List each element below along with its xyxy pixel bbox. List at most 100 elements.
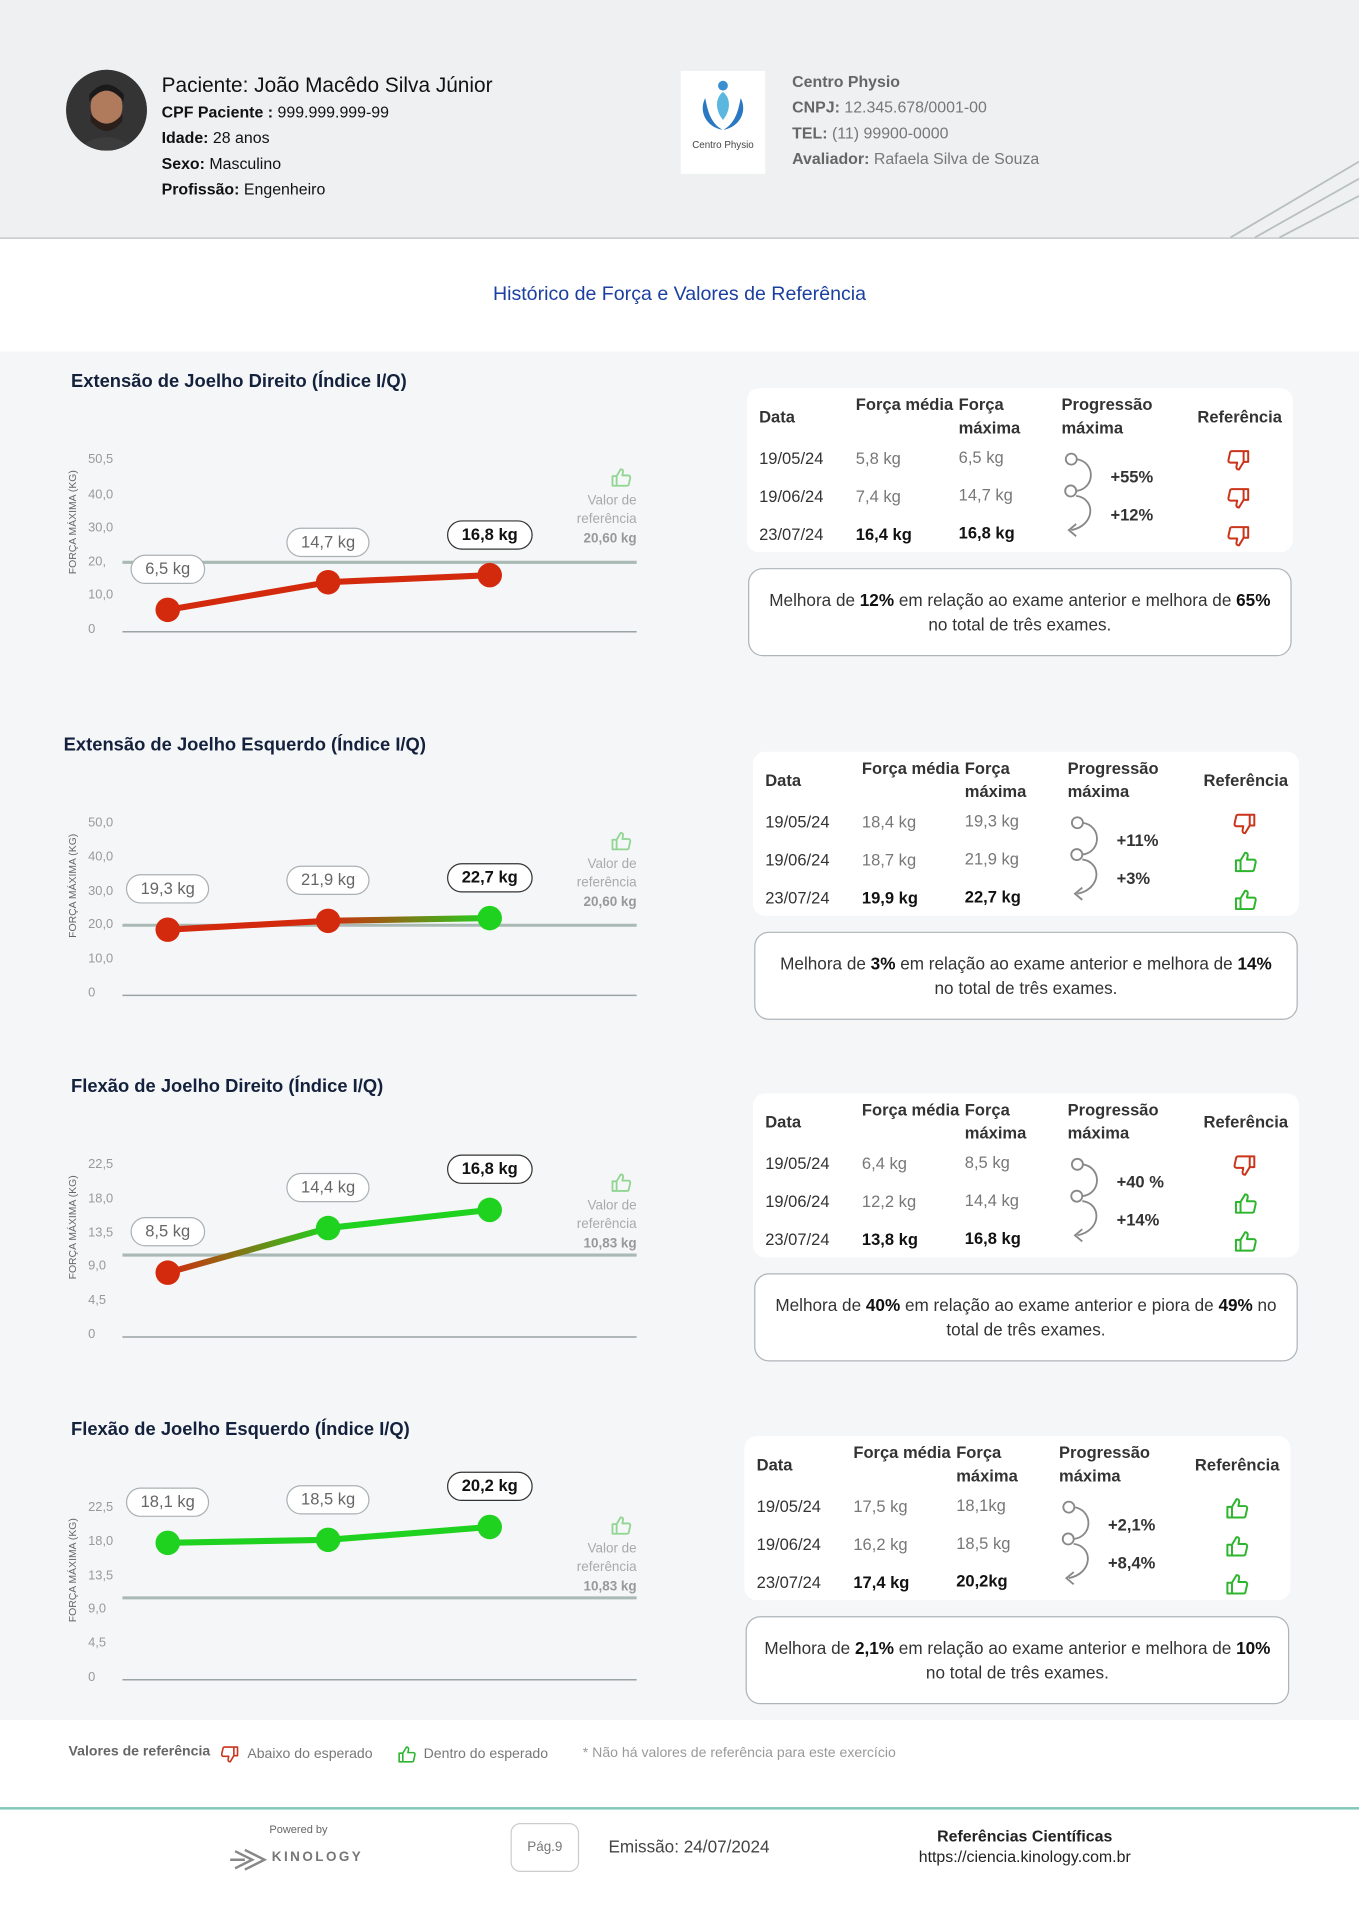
thumb-up-icon — [1234, 851, 1257, 873]
table-header: Força média — [853, 1443, 951, 1462]
arrow-path — [1064, 458, 1092, 537]
legend-item: Abaixo do esperado — [220, 1745, 373, 1765]
cell-mean: 16,2 kg — [853, 1535, 908, 1554]
tel: TEL: (11) 99900-0000 — [792, 124, 948, 142]
reference-label: Valor de referência — [576, 1541, 637, 1575]
reference-label: Valor de referência — [576, 857, 637, 891]
thumb-down-icon — [1233, 813, 1256, 835]
table-header: Força média — [861, 1100, 960, 1120]
icon-group — [611, 1516, 632, 1535]
data-point — [155, 917, 180, 942]
table-header: Força máxima — [956, 1443, 1018, 1486]
section: Extensão de Joelho Esquerdo (Índice I/Q)… — [0, 720, 1359, 1051]
icon-shape — [1227, 488, 1250, 509]
cell-date: 23/07/24 — [759, 525, 824, 544]
data-point — [477, 1514, 502, 1540]
data-label: 14,7 kg — [286, 527, 370, 557]
data-label: 16,8 kg — [447, 520, 533, 550]
arrow-path — [1070, 1163, 1098, 1243]
page-title: Histórico de Força e Valores de Referênc… — [492, 284, 867, 305]
brand: KINOLOGY — [271, 1849, 364, 1865]
y-axis-title: FORÇA MÁXIMA (KG) — [66, 1518, 79, 1623]
thumb-up-icon — [398, 1746, 416, 1763]
y-axis-title: FORÇA MÁXIMA (KG) — [66, 1175, 79, 1280]
cell-date: 19/05/24 — [765, 1154, 830, 1173]
line-segment — [164, 1224, 332, 1276]
data-table: Data Força média Força máxima Progressão má… — [752, 751, 1300, 916]
y-tick-label: 18,0 — [88, 1191, 114, 1206]
chart — [122, 560, 637, 633]
table-header: Força máxima — [958, 395, 1021, 438]
progression-value: +2,1% — [1108, 1515, 1156, 1535]
icon-group — [1226, 1498, 1249, 1519]
table-header: Referência — [1203, 1112, 1289, 1132]
progression-value: +11% — [1116, 831, 1159, 850]
cell-date: 19/05/24 — [756, 1497, 821, 1516]
icon-shape — [1233, 813, 1256, 835]
issue-date: Emissão: 24/07/2024 — [608, 1836, 770, 1857]
summary-text: Melhora de 40% em relação ao exame anter… — [773, 1293, 1280, 1342]
y-tick-label: 0 — [88, 1327, 96, 1342]
thumb-down-icon — [220, 1746, 239, 1763]
summary-part: no total de três exames. — [946, 1295, 1277, 1340]
cell-mean: 17,5 kg — [853, 1497, 908, 1516]
clinic-logo: Centro Physio — [680, 71, 766, 174]
arrow-path — [1061, 1506, 1090, 1585]
thumb-up-icon — [611, 831, 632, 851]
icon-group — [1233, 1155, 1256, 1176]
summary-part: no total de três exames. — [925, 1662, 1109, 1683]
line-segment — [325, 915, 493, 924]
data-label: 16,8 kg — [447, 1154, 533, 1185]
summary-part: 2,1% — [854, 1638, 895, 1658]
summary-part: em relação ao exame anterior e piora de — [900, 1295, 1219, 1315]
progression-arrows — [1064, 452, 1092, 537]
progression-value: +3% — [1116, 869, 1151, 888]
data-label: 8,5 kg — [130, 1217, 205, 1247]
logo-text: Centro Physio — [692, 139, 754, 151]
legend-note: * Não há valores de referência para este… — [582, 1745, 896, 1761]
y-axis-title: FORÇA MÁXIMA (KG) — [66, 833, 79, 938]
legend-label: Dentro do esperado — [423, 1747, 549, 1762]
value: (11) 99900-0000 — [831, 123, 949, 143]
table-header: Força média — [861, 759, 960, 778]
icon-shape — [611, 1516, 632, 1535]
cell-date: 19/05/24 — [759, 449, 824, 468]
progression-value: +14% — [1116, 1210, 1160, 1230]
thumb-up-icon — [611, 468, 632, 487]
y-tick-label: 9,0 — [88, 1259, 107, 1274]
table-header: Referência — [1194, 1455, 1280, 1475]
icon-shape — [1227, 526, 1250, 547]
data-point — [155, 1260, 180, 1285]
summary: Melhora de 3% em relação ao exame anteri… — [754, 931, 1298, 1020]
summary-part: no total de três exames. — [928, 614, 1112, 635]
value: 28 anos — [212, 128, 270, 147]
summary-part: Melhora de — [764, 1638, 855, 1658]
icon-shape — [1234, 1193, 1257, 1214]
cell-mean: 12,2 kg — [861, 1192, 917, 1211]
line-segment — [164, 1536, 332, 1546]
cell-mean: 13,8 kg — [861, 1230, 918, 1249]
sex: Sexo: Masculino — [162, 154, 281, 172]
page-number: Pág.9 — [510, 1823, 580, 1872]
summary-part: em relação ao exame anterior e melhora d… — [894, 1638, 1237, 1658]
arrow-start — [1064, 452, 1078, 466]
value: Masculino — [209, 154, 282, 173]
footer-line — [0, 1807, 1359, 1809]
y-tick-label: 22,5 — [88, 1499, 114, 1515]
icon-shape — [1234, 1231, 1257, 1252]
section-title: Flexão de Joelho Esquerdo (Índice I/Q) — [71, 1418, 410, 1440]
cell-date: 19/06/24 — [765, 850, 830, 870]
icon-group — [1234, 1231, 1257, 1252]
cell-max: 22,7 kg — [964, 887, 1021, 906]
cell-date: 19/05/24 — [765, 812, 830, 832]
cell-date: 23/07/24 — [765, 888, 830, 908]
cell-date: 19/06/24 — [756, 1535, 821, 1554]
arrow-start — [1062, 1500, 1076, 1514]
data-label: 22,7 kg — [447, 863, 533, 893]
table-header: Referência — [1197, 407, 1282, 427]
cell-max: 16,8 kg — [964, 1229, 1021, 1248]
data-label: 18,1 kg — [125, 1487, 210, 1518]
data-label: 19,3 kg — [125, 874, 210, 904]
section-title: Extensão de Joelho Esquerdo (Índice I/Q) — [63, 734, 426, 756]
